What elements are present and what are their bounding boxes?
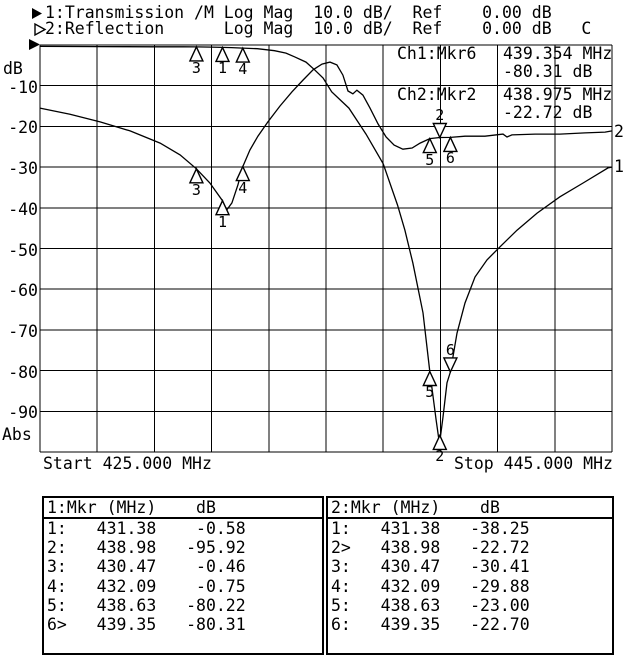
- ch2-marker5-up-triangle-icon: [422, 136, 438, 154]
- marker-table-row: 1: 431.38 -0.58: [47, 519, 246, 538]
- marker-table-row: 5: 438.63 -23.00: [331, 595, 530, 615]
- marker-table-row: 6: 439.35 -22.70: [331, 615, 530, 634]
- ch1-marker-table-header-rule: [44, 517, 322, 519]
- ch2-marker-table: 2:Mkr (MHz) dB 1: 431.38 -38.25 2> 438.98…: [326, 496, 614, 655]
- ch1-marker4-up-triangle-icon: [235, 46, 251, 63]
- marker-table-row: 6> 439.35 -80.31: [47, 615, 246, 634]
- ch2-marker2-active-down-triangle-icon: [432, 122, 448, 140]
- ch2-marker6-number: 6: [445, 149, 455, 168]
- ch1-marker1-number: 1: [217, 59, 227, 78]
- ch2-marker-readout-freq: 438.975 MHz: [503, 85, 613, 104]
- y-tick-label: -70: [8, 321, 38, 341]
- ch2-marker3-up-triangle-icon: [188, 167, 204, 184]
- y-axis-abs-label: Abs: [2, 425, 32, 444]
- y-tick-label: -50: [8, 240, 38, 260]
- start-frequency-label: Start 425.000 MHz: [43, 454, 212, 473]
- ch1-marker3-number: 3: [191, 58, 201, 77]
- marker-table-row: 5: 438.63 -80.22: [47, 595, 246, 615]
- marker-table-row: 3: 430.47 -30.41: [331, 557, 530, 577]
- reference-level-arrow-icon: [29, 39, 40, 50]
- stop-frequency-label: Stop 445.000 MHz: [454, 454, 613, 473]
- y-axis-unit-label: dB: [3, 59, 23, 78]
- ch2-marker-table-header: 2:Mkr (MHz) dB: [331, 498, 500, 517]
- y-tick-label: -80: [8, 362, 38, 382]
- marker-table-row: 4: 432.09 -29.88: [331, 576, 530, 596]
- y-tick-label: -20: [8, 118, 38, 138]
- channel2-status-line: 2:Reflection Log Mag 10.0 dB/ Ref 0.00 d…: [45, 19, 592, 38]
- marker-table-row: 2> 438.98 -22.72: [331, 538, 530, 558]
- ch1-marker-table: 1:Mkr (MHz) dB 1: 431.38 -0.58 2: 438.98 …: [42, 496, 324, 655]
- trace1-end-label: 1: [614, 157, 624, 176]
- ch1-marker5-up-triangle-icon: [422, 369, 438, 387]
- ch2-marker4-up-triangle-icon: [235, 164, 251, 182]
- ch2-marker5-number: 5: [425, 150, 435, 169]
- y-tick-label: -60: [8, 281, 38, 301]
- ch2-marker2-number: 2: [435, 106, 445, 125]
- ch2-marker1-number: 1: [217, 212, 227, 231]
- ch1-marker2-up-triangle-icon: [432, 433, 448, 451]
- ch1-marker-readout-value: -80.31 dB: [503, 62, 593, 81]
- y-tick-label: -40: [8, 199, 38, 219]
- ch1-marker3-up-triangle-icon: [188, 45, 204, 62]
- ch1-marker-readout-freq: 439.354 MHz: [503, 44, 613, 63]
- trace-1: [39, 45, 613, 444]
- marker-table-row: 2: 438.98 -95.92: [47, 538, 246, 558]
- ch2-marker1-up-triangle-icon: [214, 199, 231, 216]
- trace-2: [39, 61, 613, 213]
- ch2-marker6-up-triangle-icon: [442, 135, 458, 153]
- y-tick-label: -30: [8, 159, 38, 179]
- ch1-marker4-number: 4: [238, 60, 248, 79]
- marker-table-row: 4: 432.09 -0.75: [47, 576, 246, 596]
- marker-table-row: 3: 430.47 -0.46: [47, 557, 246, 577]
- ch2-marker3-number: 3: [191, 180, 201, 199]
- ch1-marker-table-header: 1:Mkr (MHz) dB: [47, 498, 216, 517]
- ch1-marker6-number: 6: [445, 340, 455, 359]
- marker-table-row: 1: 431.38 -38.25: [331, 519, 530, 538]
- ch2-marker-readout-label: Ch2:Mkr2: [397, 85, 477, 104]
- channel2-inactive-triangle-icon: [34, 22, 47, 37]
- channel1-status-line: 1:Transmission /M Log Mag 10.0 dB/ Ref 0…: [45, 3, 552, 22]
- y-tick-label: -90: [8, 403, 38, 423]
- ch2-marker4-number: 4: [238, 178, 248, 197]
- ch2-marker-table-header-rule: [328, 517, 612, 519]
- ch1-marker6-active-down-triangle-icon: [442, 357, 458, 374]
- ch1-marker-readout-label: Ch1:Mkr6: [397, 44, 477, 63]
- ch1-marker5-number: 5: [425, 383, 435, 402]
- y-tick-label: -10: [8, 77, 38, 97]
- channel1-active-triangle-icon: [32, 8, 42, 19]
- ch2-marker-readout-value: -22.72 dB: [503, 103, 593, 122]
- ch1-marker2-number: 2: [435, 447, 445, 466]
- trace2-end-label: 2: [614, 122, 624, 141]
- ch1-marker1-up-triangle-icon: [214, 45, 231, 63]
